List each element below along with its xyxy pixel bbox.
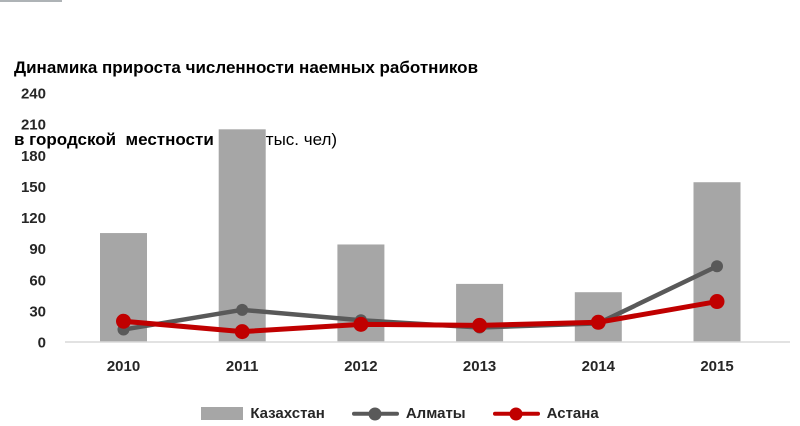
y-axis-tick-label: 90 <box>29 241 46 258</box>
marker-Астана-2010 <box>116 313 131 329</box>
marker-Астана-2015 <box>709 294 725 310</box>
marker-Алматы-2015 <box>711 260 723 273</box>
legend-item-Алматы: Алматы <box>351 405 466 422</box>
legend-label: Казахстан <box>250 405 325 422</box>
y-axis-tick-label: 210 <box>21 117 46 134</box>
legend-dot <box>509 407 523 420</box>
x-axis-tick-label: 2015 <box>700 358 733 375</box>
marker-Алматы-2011 <box>236 303 249 316</box>
line-Астана <box>121 299 720 335</box>
x-axis-tick-label: 2014 <box>582 358 616 375</box>
legend-line-swatch <box>492 407 540 421</box>
chart-title-line1: Динамика прироста численности наемных ра… <box>14 58 479 77</box>
marker-Астана-2014 <box>590 314 606 330</box>
y-axis-tick-label: 120 <box>21 210 46 227</box>
legend-dot <box>368 407 382 420</box>
top-edge-strip <box>0 0 62 2</box>
x-axis-tick-label: 2011 <box>226 358 259 375</box>
marker-Астана-2011 <box>234 324 250 340</box>
marker-Астана-2013 <box>472 317 488 333</box>
y-axis-tick-label: 60 <box>29 272 46 289</box>
marker-Астана-2012 <box>353 316 369 332</box>
legend-label: Алматы <box>405 405 466 422</box>
y-axis-tick-label: 150 <box>21 179 46 196</box>
legend-bar-swatch <box>201 407 244 420</box>
legend-item-Казахстан: Казахстан <box>201 405 325 422</box>
chart-legend: Казахстан Алматы Астана <box>0 401 800 426</box>
y-axis-tick-label: 0 <box>38 335 46 352</box>
x-axis-tick-label: 2013 <box>463 358 496 375</box>
legend-line-swatch <box>351 407 399 421</box>
y-axis-tick-label: 180 <box>21 148 46 165</box>
legend-label: Астана <box>546 405 599 422</box>
chart-title-units: (тыс. чел) <box>260 130 338 149</box>
y-axis-tick-label: 30 <box>29 303 46 320</box>
line-Алматы <box>121 264 720 332</box>
x-axis-tick-label: 2010 <box>107 358 140 375</box>
legend-item-Астана: Астана <box>492 405 599 422</box>
x-axis-tick-label: 2012 <box>344 358 377 375</box>
y-axis-tick-label: 240 <box>21 86 46 103</box>
